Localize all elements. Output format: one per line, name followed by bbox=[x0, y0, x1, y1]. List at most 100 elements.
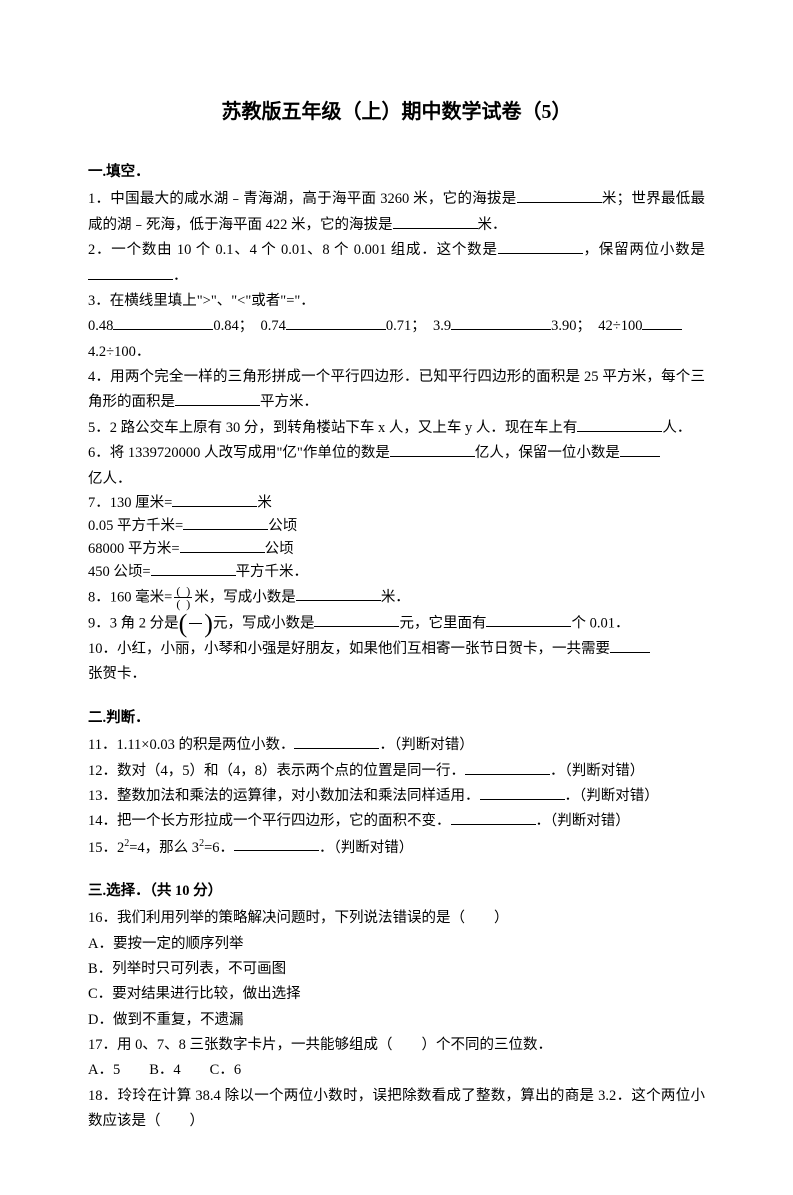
q8: 8．160 毫米=( )( )米，写成小数是 米． bbox=[88, 585, 705, 611]
q7au: 米 bbox=[257, 495, 272, 511]
q15: 15．22=4，那么 32=6．．（判断对错） bbox=[88, 835, 705, 861]
q16-opt-c[interactable]: C．要对结果进行比较，做出选择 bbox=[88, 982, 705, 1007]
q6: 6．将 1339720000 人改写成用"亿"作单位的数是亿人，保留一位小数是 … bbox=[88, 441, 705, 492]
q17-opts[interactable]: A．5 B．4 C．6 bbox=[88, 1058, 705, 1083]
blank[interactable] bbox=[498, 240, 583, 255]
q3-row: 0.48 0.84； 0.74 0.71； 3.9 3.90； 42÷100 bbox=[88, 314, 705, 339]
section-3-head: 三.选择．（共 10 分） bbox=[88, 879, 705, 904]
blank[interactable] bbox=[577, 417, 662, 432]
blank[interactable] bbox=[610, 639, 650, 654]
blank[interactable] bbox=[234, 837, 319, 852]
q7d: 450 公顷= bbox=[88, 564, 151, 580]
q2-text-a: 2．一个数由 10 个 0.1、4 个 0.01、8 个 0.001 组成．这个… bbox=[88, 242, 498, 258]
q16-opt-d[interactable]: D．做到不重复，不遗漏 bbox=[88, 1008, 705, 1033]
blank[interactable] bbox=[180, 539, 265, 554]
q9-text-b: 元，写成小数是 bbox=[213, 615, 315, 631]
q10-text-a: 10．小红，小丽，小琴和小强是好朋友，如果他们互相寄一张节日贺卡，一共需要 bbox=[88, 641, 610, 657]
q3-v1: 0.48 bbox=[88, 318, 113, 334]
paren-left-icon: ( bbox=[179, 611, 188, 637]
q7b: 0.05 平方千米= bbox=[88, 518, 183, 534]
q3: 3．在横线里填上">"、"<"或者"="． bbox=[88, 289, 705, 314]
q7cu: 公顷 bbox=[265, 541, 294, 557]
q12-tag: ．（判断对错） bbox=[550, 763, 644, 779]
blank[interactable] bbox=[151, 562, 236, 577]
blank[interactable] bbox=[451, 811, 536, 826]
q3-v4: 3.90； 42÷100 bbox=[551, 318, 642, 334]
q15-text-a: 15．2 bbox=[88, 839, 124, 855]
blank[interactable] bbox=[314, 613, 399, 628]
q9-text-d: 个 0.01． bbox=[571, 615, 629, 631]
q6-text-b: 亿人，保留一位小数是 bbox=[475, 445, 620, 461]
blank[interactable] bbox=[390, 443, 475, 458]
q2: 2．一个数由 10 个 0.1、4 个 0.01、8 个 0.001 组成．这个… bbox=[88, 238, 705, 289]
q16-opt-b[interactable]: B．列举时只可列表，不可画图 bbox=[88, 957, 705, 982]
q12: 12．数对（4，5）和（4，8）表示两个点的位置是同一行． ．（判断对错） bbox=[88, 759, 705, 784]
q15-tag: ．（判断对错） bbox=[319, 839, 413, 855]
q11-text: 11．1.11×0.03 的积是两位小数． bbox=[88, 737, 294, 753]
q9-text-c: 元，它里面有 bbox=[399, 615, 486, 631]
q18: 18．玲玲在计算 38.4 除以一个两位小数时，误把除数看成了整数，算出的商是 … bbox=[88, 1084, 705, 1135]
blank[interactable] bbox=[113, 316, 213, 331]
q8-text-b: 米，写成小数是 bbox=[194, 589, 296, 605]
blank[interactable] bbox=[286, 316, 386, 331]
blank[interactable] bbox=[296, 587, 381, 602]
blank[interactable] bbox=[620, 443, 660, 458]
blank[interactable] bbox=[183, 516, 268, 531]
blank[interactable] bbox=[88, 265, 173, 280]
q11-tag: ．（判断对错） bbox=[379, 737, 473, 753]
q8-text-a: 8．160 毫米= bbox=[88, 589, 172, 605]
q3-v2: 0.84； 0.74 bbox=[213, 318, 286, 334]
exam-page: 苏教版五年级（上）期中数学试卷（5） 一.填空． 1．中国最大的咸水湖﹣青海湖，… bbox=[0, 0, 793, 1195]
q16-opt-a[interactable]: A．要按一定的顺序列举 bbox=[88, 932, 705, 957]
paren-right-icon: ) bbox=[204, 611, 213, 637]
section-1-head: 一.填空． bbox=[88, 160, 705, 185]
page-title: 苏教版五年级（上）期中数学试卷（5） bbox=[88, 95, 705, 130]
blank[interactable] bbox=[517, 189, 602, 204]
q15-text-c: =6． bbox=[204, 839, 234, 855]
q2-text-c: ． bbox=[173, 268, 188, 284]
q1: 1．中国最大的咸水湖﹣青海湖，高于海平面 3260 米，它的海拔是米；世界最低最… bbox=[88, 187, 705, 238]
frac-num bbox=[189, 611, 202, 625]
frac-den bbox=[189, 624, 202, 637]
blank[interactable] bbox=[175, 392, 260, 407]
q17: 17．用 0、7、8 三张数字卡片，一共能够组成（ ）个不同的三位数． bbox=[88, 1033, 705, 1058]
q5: 5．2 路公交车上原有 30 分，到转角楼站下车 x 人，又上车 y 人．现在车… bbox=[88, 416, 705, 441]
q14-text: 14．把一个长方形拉成一个平行四边形，它的面积不变． bbox=[88, 813, 451, 829]
q1-text-c: 米． bbox=[478, 217, 507, 233]
q4: 4．用两个完全一样的三角形拼成一个平行四边形．已知平行四边形的面积是 25 平方… bbox=[88, 365, 705, 416]
fraction-blank-large[interactable]: ( ) bbox=[179, 611, 213, 637]
q15-text-b: =4，那么 3 bbox=[129, 839, 199, 855]
q9-text-a: 9．3 角 2 分是 bbox=[88, 615, 179, 631]
q7bu: 公顷 bbox=[268, 518, 297, 534]
fraction-blank[interactable]: ( )( ) bbox=[174, 585, 192, 611]
blank[interactable] bbox=[172, 492, 257, 507]
q8-text-c: 米． bbox=[381, 589, 410, 605]
q16: 16．我们利用列举的策略解决问题时，下列说法错误的是（ ） bbox=[88, 906, 705, 931]
q13-tag: ．（判断对错） bbox=[565, 788, 659, 804]
q10: 10．小红，小丽，小琴和小强是好朋友，如果他们互相寄一张节日贺卡，一共需要张贺卡… bbox=[88, 637, 705, 688]
section-2-head: 二.判断． bbox=[88, 706, 705, 731]
blank[interactable] bbox=[451, 316, 551, 331]
q3-text-a: 3．在横线里填上">"、"<"或者"="． bbox=[88, 293, 315, 309]
q3-v3: 0.71； 3.9 bbox=[386, 318, 451, 334]
q7du: 平方千米． bbox=[236, 564, 309, 580]
q6-text-c: 亿人． bbox=[88, 471, 132, 487]
q1-text-a: 1．中国最大的咸水湖﹣青海湖，高于海平面 3260 米，它的海拔是 bbox=[88, 191, 517, 207]
blank[interactable] bbox=[465, 760, 550, 775]
q14-tag: ．（判断对错） bbox=[536, 813, 630, 829]
blank[interactable] bbox=[393, 214, 478, 229]
q7a: 7．130 厘米= bbox=[88, 495, 172, 511]
q12-text: 12．数对（4，5）和（4，8）表示两个点的位置是同一行． bbox=[88, 763, 465, 779]
blank[interactable] bbox=[294, 735, 379, 750]
frac-num: ( ) bbox=[174, 585, 192, 599]
q5-text-b: 人． bbox=[662, 420, 691, 436]
q13: 13．整数加法和乘法的运算律，对小数加法和乘法同样适用．．（判断对错） bbox=[88, 784, 705, 809]
q11: 11．1.11×0.03 的积是两位小数． ．（判断对错） bbox=[88, 733, 705, 758]
q6-text-a: 6．将 1339720000 人改写成用"亿"作单位的数是 bbox=[88, 445, 390, 461]
q7c: 68000 平方米= bbox=[88, 541, 180, 557]
q9: 9．3 角 2 分是( )元，写成小数是 元，它里面有 个 0.01． bbox=[88, 611, 705, 637]
q5-text-a: 5．2 路公交车上原有 30 分，到转角楼站下车 x 人，又上车 y 人．现在车… bbox=[88, 420, 577, 436]
blank[interactable] bbox=[480, 785, 565, 800]
blank[interactable] bbox=[486, 613, 571, 628]
blank[interactable] bbox=[642, 316, 682, 331]
